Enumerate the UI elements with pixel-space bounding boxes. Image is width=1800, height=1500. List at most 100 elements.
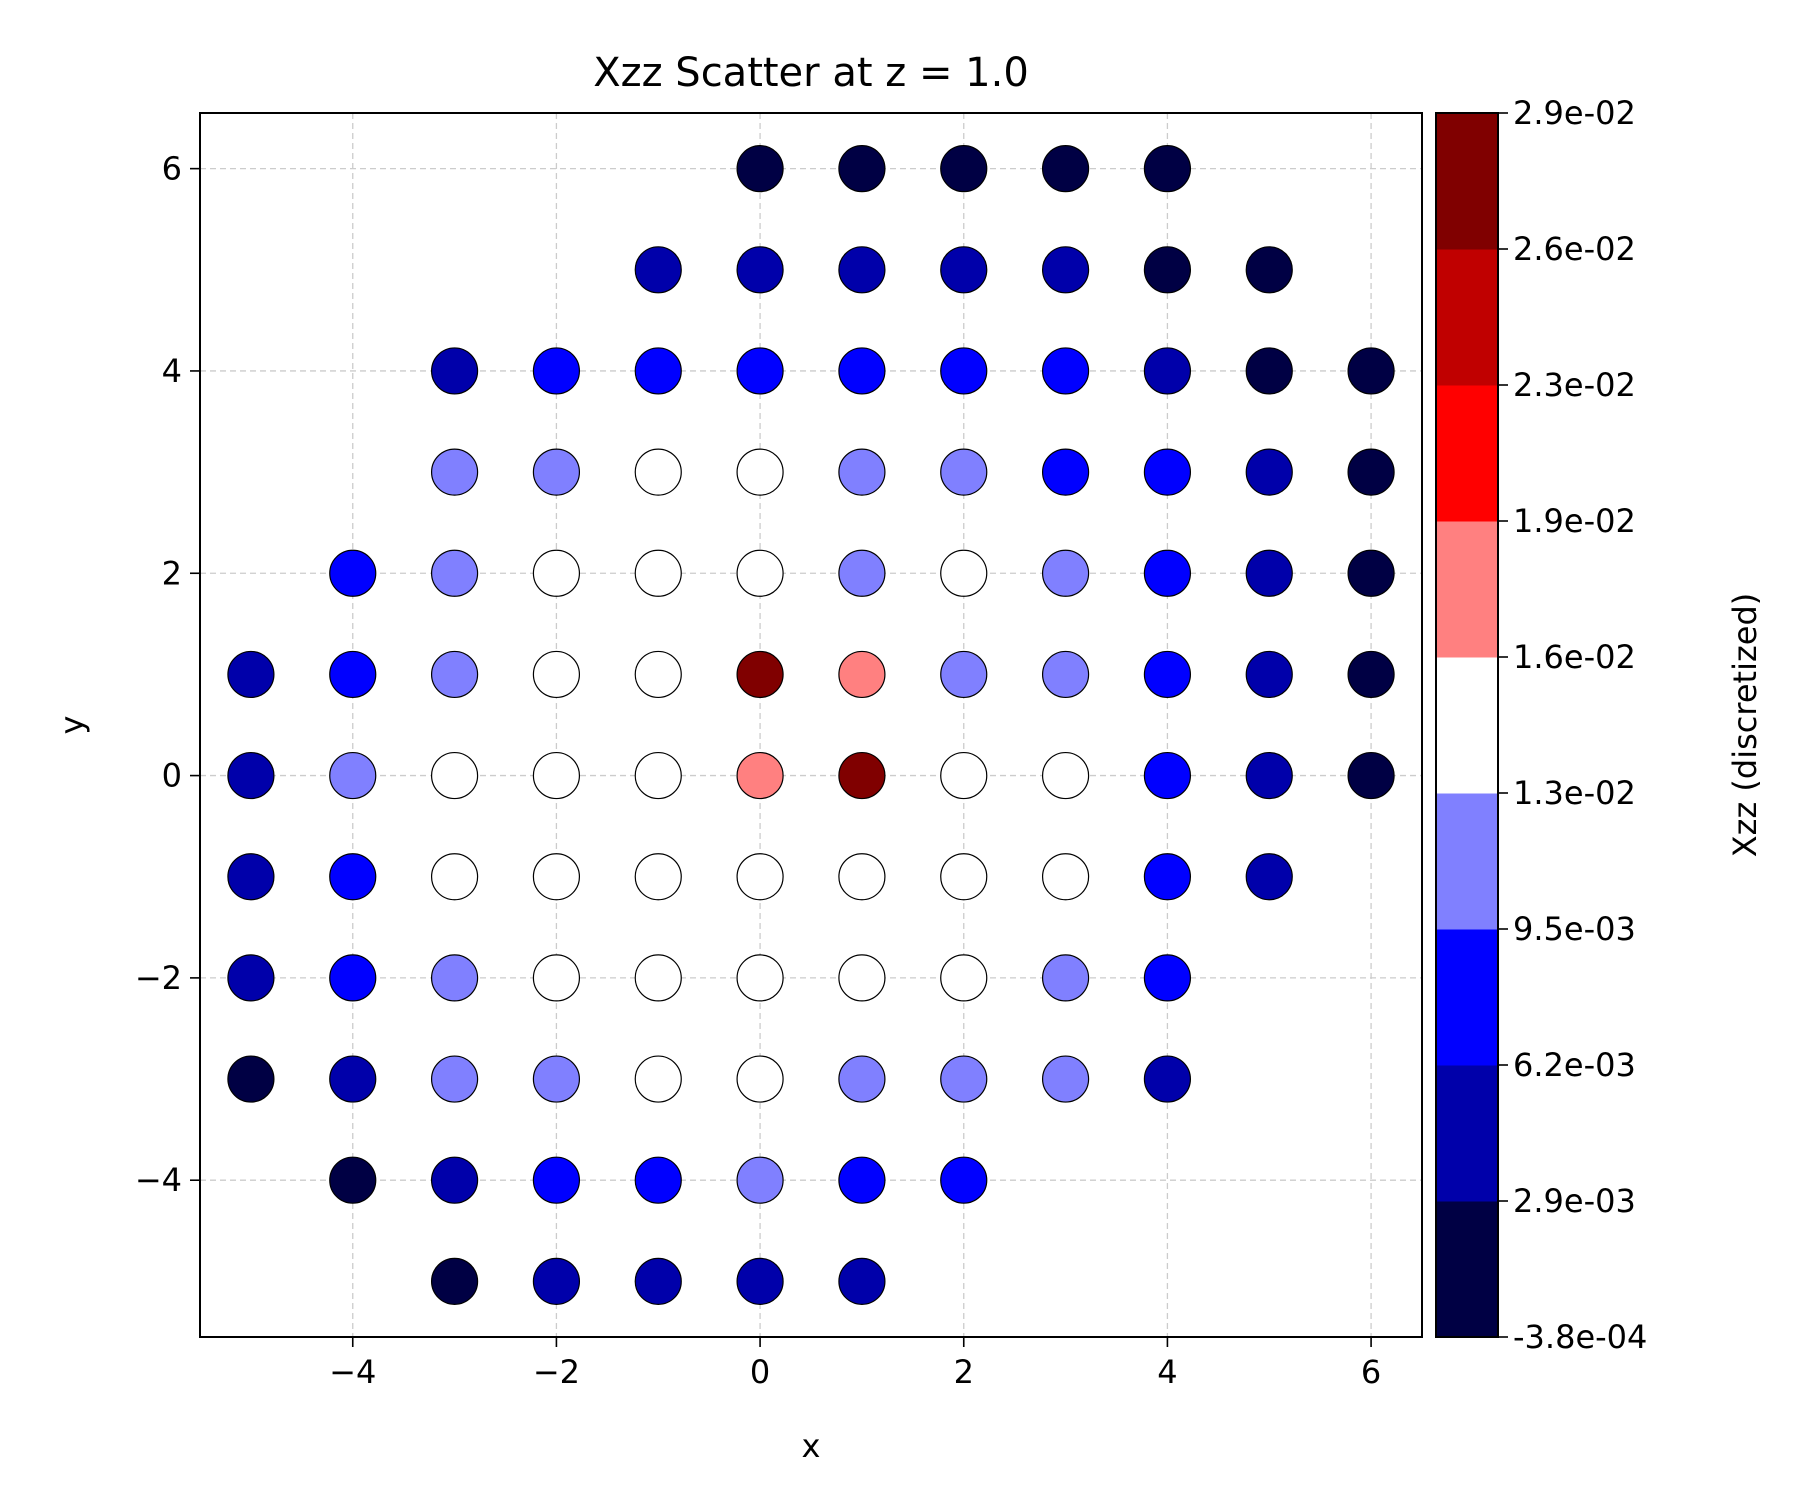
- colorbar: [1436, 113, 1498, 1338]
- colorbar-tick-label: 2.6e-02: [1513, 230, 1636, 268]
- data-point: [634, 751, 682, 800]
- data-point: [940, 954, 988, 1002]
- y-axis-label: y: [53, 716, 91, 735]
- data-point: [430, 1257, 479, 1305]
- data-point: [838, 650, 886, 699]
- data-point: [940, 347, 988, 395]
- data-point: [1041, 145, 1090, 193]
- data-point: [1143, 1055, 1192, 1103]
- data-point: [1245, 347, 1293, 395]
- data-point: [1245, 246, 1293, 294]
- data-point: [838, 1055, 886, 1103]
- x-tick-label: 0: [750, 1353, 770, 1391]
- data-point: [430, 650, 479, 699]
- data-point: [1245, 549, 1293, 597]
- data-point: [940, 145, 988, 193]
- data-point: [532, 1156, 581, 1204]
- colorbar-segment: [1436, 249, 1498, 386]
- colorbar-segment: [1436, 1201, 1498, 1338]
- y-tick-label: 6: [162, 150, 182, 188]
- data-point: [1143, 145, 1192, 193]
- data-point: [1347, 650, 1395, 699]
- data-point: [838, 853, 886, 901]
- data-point: [634, 549, 682, 597]
- data-point: [532, 347, 581, 395]
- y-tick-label: 4: [162, 352, 182, 390]
- data-point: [634, 1257, 682, 1305]
- data-point: [634, 246, 682, 294]
- data-point: [1245, 448, 1293, 496]
- data-point: [1143, 246, 1192, 294]
- colorbar-tick-label: 2.9e-02: [1513, 94, 1636, 132]
- x-tick-label: 4: [1157, 1353, 1177, 1391]
- data-point: [329, 853, 377, 901]
- data-point: [532, 448, 581, 496]
- data-point: [227, 853, 275, 901]
- data-point: [430, 549, 479, 597]
- data-point: [940, 1055, 988, 1103]
- data-point: [736, 145, 784, 193]
- data-point: [430, 1055, 479, 1103]
- data-point: [1143, 954, 1192, 1002]
- data-point: [940, 549, 988, 597]
- data-point: [1041, 549, 1090, 597]
- data-point: [634, 1055, 682, 1103]
- data-point: [736, 1257, 784, 1305]
- x-ticks: −4 −2 0 2 4 6: [329, 1337, 1381, 1391]
- x-tick-label: −2: [533, 1353, 580, 1391]
- data-point: [532, 549, 581, 597]
- data-point: [940, 751, 988, 800]
- y-tick-label: −2: [135, 959, 182, 997]
- data-point: [940, 1156, 988, 1204]
- colorbar-tick-label: 2.3e-02: [1513, 366, 1636, 404]
- grid: [200, 113, 1422, 1337]
- data-points: [227, 145, 1395, 1305]
- data-point: [634, 347, 682, 395]
- data-point: [329, 1055, 377, 1103]
- x-tick-label: 2: [954, 1353, 974, 1391]
- data-point: [736, 549, 784, 597]
- data-point: [1143, 751, 1192, 800]
- data-point: [1347, 549, 1395, 597]
- y-ticks: −4 −2 0 2 4 6: [135, 150, 200, 1199]
- colorbar-tick-label: 1.6e-02: [1513, 638, 1636, 676]
- colorbar-segment: [1436, 1065, 1498, 1202]
- data-point: [838, 347, 886, 395]
- data-point: [736, 347, 784, 395]
- data-point: [838, 1156, 886, 1204]
- plot-frame: [199, 112, 1423, 1338]
- data-point: [838, 448, 886, 496]
- data-point: [329, 1156, 377, 1204]
- colorbar-tick-label: -3.8e-04: [1513, 1318, 1647, 1356]
- data-point: [838, 1257, 886, 1305]
- data-point: [634, 448, 682, 496]
- y-tick-label: 2: [162, 554, 182, 592]
- data-point: [532, 853, 581, 901]
- colorbar-tick-label: 9.5e-03: [1513, 910, 1636, 948]
- data-point: [634, 1156, 682, 1204]
- data-point: [838, 751, 886, 800]
- colorbar-tick-label: 1.3e-02: [1513, 774, 1636, 812]
- data-point: [329, 549, 377, 597]
- data-point: [736, 246, 784, 294]
- data-point: [430, 853, 479, 901]
- chart-title: Xzz Scatter at z = 1.0: [593, 50, 1029, 96]
- data-point: [227, 1055, 275, 1103]
- data-point: [532, 751, 581, 800]
- data-point: [1245, 853, 1293, 901]
- colorbar-label: Xzz (discretized): [1726, 593, 1764, 858]
- colorbar-segment: [1436, 657, 1498, 794]
- colorbar-tick-label: 1.9e-02: [1513, 502, 1636, 540]
- data-point: [940, 650, 988, 699]
- colorbar-segment: [1436, 521, 1498, 658]
- data-point: [838, 954, 886, 1002]
- data-point: [940, 448, 988, 496]
- data-point: [838, 549, 886, 597]
- data-point: [532, 1055, 581, 1103]
- data-point: [1143, 549, 1192, 597]
- y-tick-label: −4: [135, 1161, 182, 1199]
- data-point: [736, 1055, 784, 1103]
- data-point: [532, 1257, 581, 1305]
- data-point: [736, 448, 784, 496]
